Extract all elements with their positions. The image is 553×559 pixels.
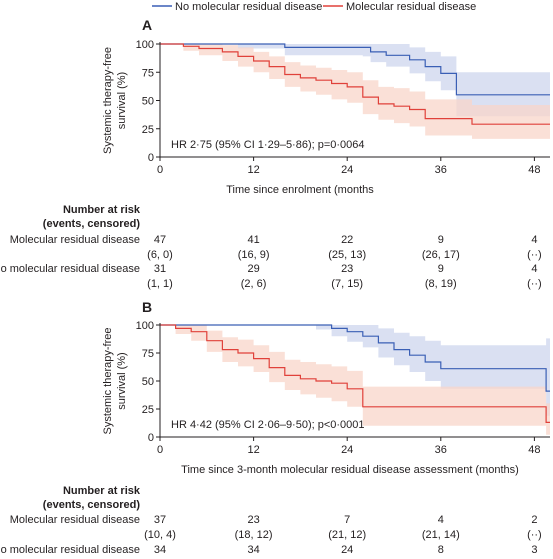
risk-count: 4	[531, 263, 537, 275]
panel-a-confidence-bands	[160, 44, 550, 139]
x-tick-label: 24	[341, 444, 353, 456]
panel-a-risk-row-label: Molecular residual disease	[10, 234, 140, 246]
risk-events: (10, 4)	[144, 529, 176, 541]
x-tick-label: 36	[435, 444, 447, 456]
x-tick-label: 48	[528, 444, 540, 456]
risk-events: (7, 15)	[331, 278, 363, 290]
no-mrd-survival-line	[160, 43, 550, 96]
risk-count: 34	[154, 544, 166, 556]
risk-count: 37	[154, 514, 166, 526]
panel-b-risk-table: Number at risk (events, censored) Molecu…	[0, 485, 542, 556]
risk-events: (1, 1)	[147, 278, 173, 290]
y-axis-title-line: Systemic therapy-free	[102, 328, 114, 435]
x-tick-label: 0	[157, 164, 163, 176]
panel-b-x-axis-title: Time since 3-month molecular residual di…	[181, 464, 519, 476]
panel-a: A 0 25 50 75 100 0 12 24 36 48 Systemic therapy-f…	[102, 17, 550, 196]
risk-events: (··)	[527, 529, 542, 541]
panel-a-hazard-ratio: HR 2·75 (95% CI 1·29–5·86); p=0·0064	[171, 139, 365, 151]
x-tick-label: 48	[528, 164, 540, 176]
y-tick-label: 100	[136, 39, 154, 51]
y-tick-label: 25	[142, 124, 154, 136]
no-mrd-confidence-band	[160, 44, 550, 117]
legend: No molecular residual disease Molecular …	[152, 1, 476, 13]
panel-b-risk-row-label: No molecular residual disease	[0, 544, 140, 556]
panel-a-risk-heading: Number at risk	[63, 204, 141, 216]
mrd-survival-line	[160, 324, 550, 423]
panel-b-survival-curves	[160, 324, 550, 423]
y-tick-label: 50	[142, 96, 154, 108]
risk-events: (6, 0)	[147, 249, 173, 261]
risk-count: 23	[247, 514, 259, 526]
panel-b-axes: 0 25 50 75 100 0 12 24 36 48	[136, 320, 550, 456]
risk-count: 8	[438, 544, 444, 556]
panel-b-y-axis-title: Systemic therapy-free survival (%)	[102, 328, 128, 435]
mrd-confidence-band	[160, 44, 550, 139]
panel-a-risk-subheading: (events, censored)	[43, 218, 141, 230]
y-tick-label: 75	[142, 67, 154, 79]
no-mrd-survival-line	[160, 324, 550, 392]
y-axis-title-line: survival (%)	[116, 72, 128, 129]
x-tick-label: 0	[157, 444, 163, 456]
panel-a-x-axis-title: Time since enrolment (months	[226, 184, 374, 196]
risk-count: 24	[341, 544, 353, 556]
risk-events: (2, 6)	[241, 278, 267, 290]
risk-events: (18, 12)	[235, 529, 273, 541]
panel-b: B 0 25 50 75 100 0 12 24 36 48 Systemic therapy-f…	[102, 299, 550, 476]
panel-b-hazard-ratio: HR 4·42 (95% CI 2·06–9·50); p<0·0001	[171, 419, 365, 431]
risk-count: 4	[531, 234, 537, 246]
risk-count: 4	[438, 514, 444, 526]
y-axis-title-line: Systemic therapy-free	[102, 47, 114, 154]
risk-events: (··)	[527, 278, 542, 290]
risk-events: (26, 17)	[422, 249, 460, 261]
risk-count: 3	[531, 544, 537, 556]
mrd-survival-line	[160, 43, 550, 125]
panel-a-survival-curves	[160, 43, 550, 125]
risk-count: 7	[344, 514, 350, 526]
no-mrd-confidence-band	[160, 325, 550, 416]
panel-a-y-axis-title: Systemic therapy-free survival (%)	[102, 47, 128, 154]
panel-b-risk-cells: 37 23 7 4 2 (10, 4) (18, 12) (21, 12) (21, 14) (·…	[144, 514, 542, 556]
panel-b-risk-heading: Number at risk	[63, 485, 141, 497]
risk-count: 47	[154, 234, 166, 246]
risk-count: 31	[154, 263, 166, 275]
risk-events: (16, 9)	[238, 249, 270, 261]
panel-a-risk-cells: 47 41 22 9 4 (6, 0) (16, 9) (25, 13) (26, 17) (··…	[147, 234, 542, 290]
risk-count: 34	[247, 544, 259, 556]
legend-no-mrd-label: No molecular residual disease	[175, 1, 322, 13]
x-tick-label: 24	[341, 164, 353, 176]
risk-count: 2	[531, 514, 537, 526]
panel-a-label: A	[142, 17, 152, 33]
risk-events: (8, 19)	[425, 278, 457, 290]
panel-a-risk-table: Number at risk (events, censored) Molecu…	[0, 204, 542, 290]
panel-a-risk-row-label: No molecular residual disease	[0, 263, 140, 275]
y-axis-title-line: survival (%)	[116, 352, 128, 409]
y-tick-label: 0	[148, 152, 154, 164]
y-tick-label: 75	[142, 348, 154, 360]
panel-a-axes: 0 25 50 75 100 0 12 24 36 48	[136, 39, 550, 176]
x-tick-label: 12	[247, 444, 259, 456]
panel-b-risk-row-label: Molecular residual disease	[10, 514, 140, 526]
risk-count: 9	[438, 263, 444, 275]
risk-count: 29	[247, 263, 259, 275]
risk-events: (21, 12)	[328, 529, 366, 541]
x-tick-label: 36	[435, 164, 447, 176]
y-tick-label: 100	[136, 320, 154, 332]
risk-events: (25, 13)	[328, 249, 366, 261]
legend-mrd-label: Molecular residual disease	[346, 1, 476, 13]
y-tick-label: 0	[148, 432, 154, 444]
panel-b-risk-subheading: (events, censored)	[43, 499, 141, 511]
y-tick-label: 50	[142, 376, 154, 388]
y-tick-label: 25	[142, 404, 154, 416]
risk-count: 23	[341, 263, 353, 275]
x-tick-label: 12	[247, 164, 259, 176]
risk-events: (21, 14)	[422, 529, 460, 541]
risk-count: 41	[247, 234, 259, 246]
risk-count: 22	[341, 234, 353, 246]
panel-b-label: B	[142, 299, 152, 315]
risk-events: (··)	[527, 249, 542, 261]
risk-count: 9	[438, 234, 444, 246]
